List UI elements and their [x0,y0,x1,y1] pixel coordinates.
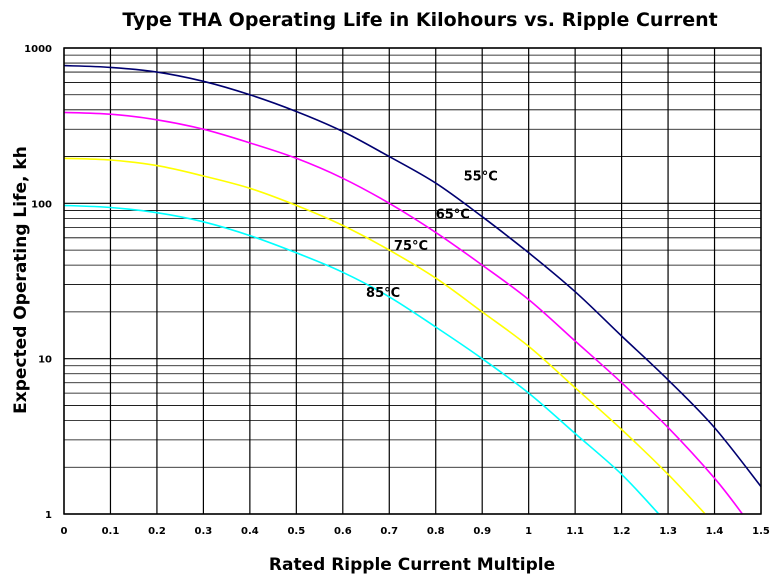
y-tick-label: 1 [45,510,52,521]
series-line-75c [63,157,706,515]
x-tick-label: 0.3 [195,526,213,537]
plot-frame [63,47,762,515]
series-labels: 55°C 65°C 75°C 85°C [366,170,498,301]
x-tick-label: 1.1 [566,526,584,537]
x-axis-title: Rated Ripple Current Multiple [269,555,555,575]
series-label: 65°C [436,207,470,222]
x-tick-label: 0.4 [241,526,259,537]
y-tick-label: 1000 [24,44,52,55]
series-label: 55°C [464,170,498,185]
x-tick-label: 0.1 [102,526,120,537]
grid [63,47,762,515]
x-tick-label: 0 [61,526,68,537]
y-axis-title: Expected Operating Life, kh [11,146,31,414]
tick-labels: 0 0.1 0.2 0.3 0.4 0.5 0.6 0.7 0.8 0.9 1 1.1 1.2 1.3 1.… [24,44,770,537]
series-line-55c [63,64,762,488]
series-line-65c [63,111,744,515]
x-tick-label: 1.4 [706,526,724,537]
x-tick-label: 1.3 [659,526,677,537]
chart-title: Type THA Operating Life in Kilohours vs.… [122,9,717,31]
x-tick-label: 0.5 [287,526,305,537]
x-tick-label: 1.2 [613,526,631,537]
x-tick-label: 0.9 [473,526,491,537]
y-tick-label: 100 [31,199,52,210]
x-tick-label: 0.8 [427,526,445,537]
x-tick-label: 1 [525,526,532,537]
series-label: 85°C [366,286,400,301]
y-tick-label: 10 [38,355,52,366]
x-tick-label: 0.2 [148,526,166,537]
x-tick-label: 0.6 [334,526,352,537]
x-tick-label: 1.5 [752,526,770,537]
x-tick-label: 0.7 [380,526,398,537]
series-layer [63,64,762,515]
series-line-85c [63,204,660,515]
series-label: 75°C [394,239,428,254]
